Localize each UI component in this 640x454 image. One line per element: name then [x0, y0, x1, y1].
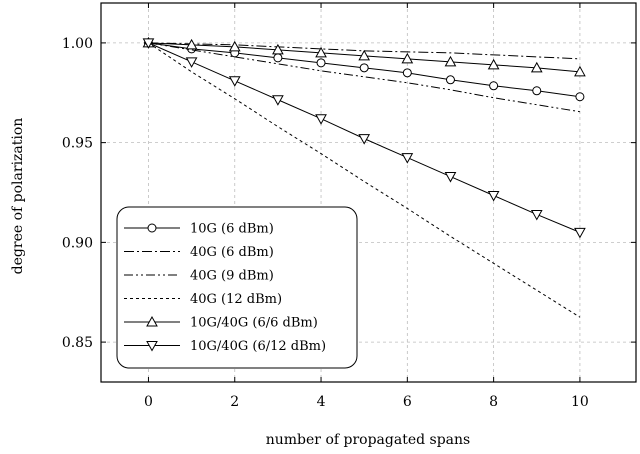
x-tick-label: 2: [230, 394, 239, 410]
x-tick-label: 4: [317, 394, 326, 410]
data-point: [532, 86, 542, 96]
series-line: [148, 42, 580, 113]
legend-label: 10G (6 dBm): [190, 222, 274, 237]
x-axis-label: number of propagated spans: [266, 432, 470, 448]
series-3: [148, 42, 580, 113]
x-tick-label: 10: [571, 394, 589, 410]
data-point: [273, 53, 283, 63]
data-point: [359, 63, 369, 73]
legend-item: 10G/40G (6/12 dBm): [124, 339, 326, 354]
data-point: [445, 75, 455, 85]
legend-label: 40G (6 dBm): [190, 245, 274, 260]
x-tick-label: 8: [489, 394, 498, 410]
data-point: [316, 58, 326, 68]
data-point: [358, 49, 371, 61]
legend: 10G (6 dBm) 40G (6 dBm) 40G (9 dBm) 40G (12…: [116, 206, 358, 369]
legend-label: 40G (9 dBm): [190, 269, 274, 284]
data-point: [487, 190, 500, 202]
data-point: [402, 68, 412, 78]
data-point: [185, 38, 198, 50]
plot-frame: [100, 2, 637, 383]
data-point: [358, 134, 371, 145]
data-point: [574, 227, 586, 239]
series-6: [142, 38, 586, 239]
legend-item: 40G (6 dBm): [124, 245, 274, 260]
data-point: [228, 40, 241, 52]
data-point: [185, 57, 198, 68]
y-tick-label: 1.00: [62, 36, 93, 52]
legend-item: 40G (9 dBm): [124, 269, 274, 284]
legend-item: 10G (6 dBm): [124, 222, 274, 237]
y-tick-label: 0.85: [62, 335, 93, 351]
y-tick-label: 0.95: [62, 136, 93, 152]
series-line: [148, 42, 581, 318]
data-point: [489, 81, 499, 91]
data-point: [530, 209, 543, 221]
y-axis: 0.85 0.90 0.95 1.00: [62, 36, 636, 351]
data-point: [315, 46, 327, 58]
series-group: [142, 36, 586, 318]
legend-box: [116, 206, 358, 369]
grid: [101, 3, 636, 382]
data-point: [315, 114, 327, 125]
data-point: [272, 43, 284, 55]
legend-marker: [146, 315, 158, 327]
data-point: [574, 65, 586, 77]
legend-label: 10G/40G (6/6 dBm): [190, 316, 318, 331]
x-tick-label: 0: [144, 394, 153, 410]
legend-item: 40G (12 dBm): [124, 292, 282, 307]
data-point: [401, 52, 414, 64]
legend-label: 10G/40G (6/12 dBm): [190, 339, 326, 354]
data-point: [401, 153, 414, 164]
y-tick-label: 0.90: [62, 235, 93, 251]
data-point: [575, 92, 585, 102]
data-point: [142, 38, 155, 49]
legend-label: 40G (12 dBm): [190, 292, 282, 307]
data-point: [487, 58, 500, 70]
legend-marker: [146, 341, 158, 352]
data-point: [530, 61, 543, 73]
x-tick-label: 6: [403, 394, 412, 410]
data-point: [228, 76, 241, 87]
y-axis-label: degree of polarization: [10, 118, 26, 275]
data-point: [272, 95, 284, 106]
legend-item: 10G/40G (6/6 dBm): [124, 316, 318, 331]
data-point: [444, 55, 457, 67]
data-point: [444, 172, 457, 183]
legend-marker: [147, 223, 157, 233]
series-4: [148, 42, 581, 318]
x-axis: 0 2 4 6 8 10: [144, 3, 589, 410]
